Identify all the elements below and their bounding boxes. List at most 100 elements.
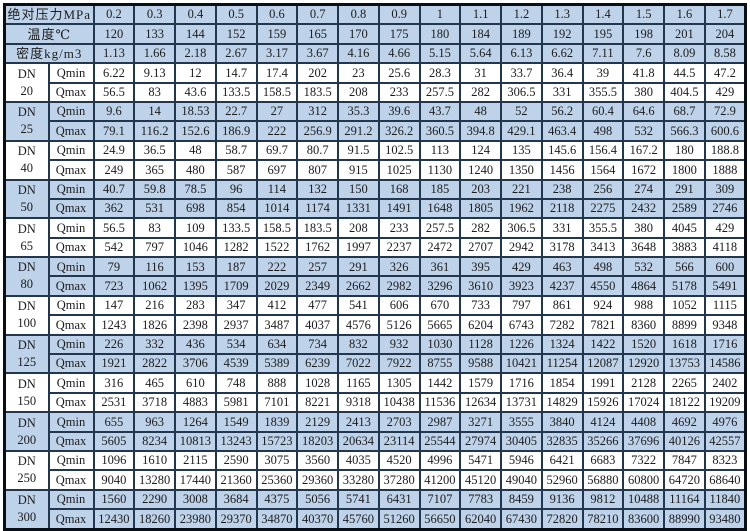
qmin-cell: 79 <box>92 256 136 278</box>
qmax-cell: 331 <box>540 81 584 103</box>
qmin-cell: 1096 <box>92 449 136 472</box>
dn-300-qmax-row: Qmax 12430 18260 23980 29370 34870 40370 45760 5… <box>5 508 747 531</box>
qmax-cell: 6743 <box>500 314 543 336</box>
qmin-cell: 355.5 <box>581 217 625 239</box>
qmax-cell: 68640 <box>703 469 747 491</box>
qmax-cell: 52960 <box>540 469 584 491</box>
qmin-cell: 7107 <box>418 488 462 511</box>
qmax-cell: 23980 <box>174 508 217 531</box>
qmax-cell: 11536 <box>418 391 462 414</box>
header-label-density: 密度kg/m3 <box>3 42 95 65</box>
qmin-label: Qmin <box>47 178 95 200</box>
temperature-cell: 192 <box>540 23 584 45</box>
qmin-cell: 347 <box>214 294 258 317</box>
qmin-cell: 187 <box>214 256 258 278</box>
qmax-cell: 11254 <box>540 353 584 375</box>
dn-prefix: DN <box>17 221 36 236</box>
qmin-cell: 96 <box>214 178 258 200</box>
qmin-cell: 203 <box>459 178 502 200</box>
qmax-cell: 56.5 <box>92 81 136 103</box>
qmin-cell: 498 <box>581 256 625 278</box>
qmax-cell: 3413 <box>581 236 625 259</box>
qmax-cell: 1672 <box>622 159 665 181</box>
qmin-cell: 282 <box>459 217 502 239</box>
qmin-cell: 1165 <box>337 372 380 394</box>
dn-label-200: DN 200 <box>3 411 50 452</box>
dn-80-qmax-row: Qmax 723 1062 1395 1709 2029 2349 2662 2982 3296 3… <box>5 275 747 297</box>
qmax-cell: 35266 <box>581 430 625 453</box>
qmin-cell: 380 <box>622 217 665 239</box>
qmax-cell: 531 <box>133 197 176 220</box>
qmax-cell: 1805 <box>459 197 502 220</box>
qmax-cell: 45760 <box>337 508 380 531</box>
header-row-temperature: 温度℃ 120 133 144 152 159 165 170 175 180 184 189 192 1… <box>3 23 747 45</box>
qmin-cell: 988 <box>622 294 665 317</box>
qmax-cell: 2349 <box>296 275 339 297</box>
dn-prefix: DN <box>17 454 36 469</box>
qmax-cell: 1174 <box>296 197 339 220</box>
qmax-cell: 429 <box>703 81 747 103</box>
qmin-cell: 332 <box>133 333 176 356</box>
pressure-cell: 0.7 <box>296 3 339 26</box>
qmax-cell: 158.5 <box>255 81 299 103</box>
dn-prefix: DN <box>17 66 36 81</box>
qmax-cell: 64720 <box>663 469 706 491</box>
qmax-cell: 12087 <box>581 353 625 375</box>
qmin-cell: 3075 <box>255 449 299 472</box>
qmax-label: Qmax <box>47 430 95 453</box>
qmin-cell: 4375 <box>255 488 299 511</box>
qmin-cell: 2703 <box>377 411 421 433</box>
dn-150-qmax-row: Qmax 2531 3718 4883 5981 7101 8221 9318 10438 115… <box>5 391 747 414</box>
pressure-cell: 0.3 <box>133 3 176 26</box>
qmax-cell: 2118 <box>540 197 584 220</box>
qmax-cell: 2707 <box>459 236 502 259</box>
qmax-cell: 79.1 <box>92 120 136 142</box>
dn-label-100: DN 100 <box>3 294 50 336</box>
qmin-cell: 60.4 <box>581 100 625 123</box>
qmax-cell: 1491 <box>377 197 421 220</box>
qmax-label: Qmax <box>47 353 95 375</box>
dn-40-qmin-row: DN 40 Qmin 24.9 36.5 48 58.7 69.7 80.7 91.5 102.5 1… <box>3 139 747 181</box>
qmin-cell: 3008 <box>174 488 217 511</box>
density-cell: 6.62 <box>540 42 584 65</box>
qmin-cell: 133.5 <box>214 217 258 239</box>
qmax-cell: 152.6 <box>174 120 217 142</box>
qmin-cell: 2402 <box>703 372 747 394</box>
qmax-cell: 723 <box>92 275 136 297</box>
qmin-cell: 69.7 <box>255 139 299 162</box>
qmin-cell: 6.22 <box>92 62 136 84</box>
dn-20-qmax-row: Qmax 56.5 83 43.6 133.5 158.5 183.5 208 233 257.5… <box>5 81 747 103</box>
qmin-cell: 72.9 <box>703 100 747 123</box>
qmax-label: Qmax <box>47 197 95 220</box>
qmin-cell: 477 <box>296 294 339 317</box>
temperature-cell: 152 <box>214 23 258 45</box>
dn-size: 200 <box>17 432 37 447</box>
dn-label-50: DN 50 <box>3 178 50 220</box>
density-cell: 1.66 <box>133 42 176 65</box>
density-cell: 2.67 <box>214 42 258 65</box>
qmax-cell: 306.5 <box>500 81 543 103</box>
qmax-cell: 12430 <box>92 508 136 531</box>
qmax-cell: 1522 <box>255 236 299 259</box>
qmin-cell: 1716 <box>703 333 747 356</box>
qmax-cell: 6239 <box>296 353 339 375</box>
qmin-cell: 145.6 <box>540 139 584 162</box>
qmax-cell: 4539 <box>214 353 258 375</box>
qmax-cell: 291.2 <box>337 120 380 142</box>
qmin-cell: 8323 <box>703 449 747 472</box>
qmax-cell: 40126 <box>663 430 706 453</box>
qmax-cell: 3178 <box>540 236 584 259</box>
qmax-cell: 542 <box>92 236 136 259</box>
qmax-cell: 9040 <box>92 469 136 491</box>
qmin-cell: 183.5 <box>296 217 339 239</box>
qmin-cell: 44.5 <box>663 62 706 84</box>
density-cell: 4.16 <box>337 42 380 65</box>
density-cell: 8.09 <box>663 42 706 65</box>
qmin-cell: 734 <box>296 333 339 356</box>
qmax-cell: 600.6 <box>703 120 747 142</box>
qmin-cell: 14 <box>133 100 176 123</box>
qmax-cell: 587 <box>214 159 258 181</box>
qmax-cell: 5981 <box>214 391 258 414</box>
qmin-cell: 35.3 <box>337 100 380 123</box>
qmin-cell: 2590 <box>214 449 258 472</box>
